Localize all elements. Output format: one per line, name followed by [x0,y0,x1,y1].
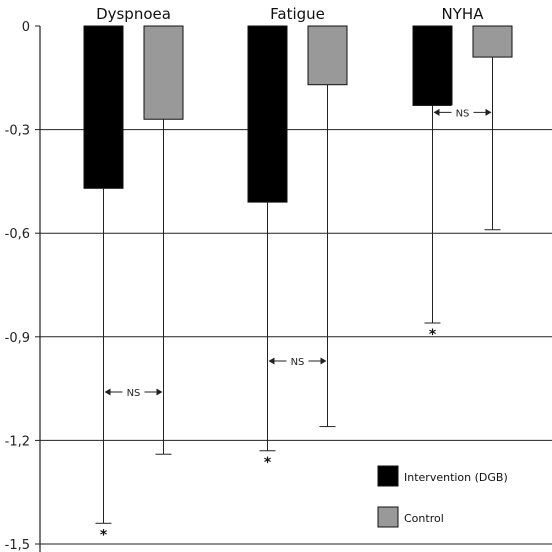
y-tick-label: -0,9 [5,331,30,346]
annotations: * NS * NS * NS [100,105,492,543]
significance-star: * [264,455,272,471]
ns-label-bg [122,385,145,399]
bar-dyspnoea-control [143,25,184,120]
ns-label: NS [291,357,305,368]
bar-fatigue-control [307,25,348,86]
y-tick-label: -0,3 [5,124,30,139]
significance-star: * [429,327,437,343]
category-labels: Dyspnoea Fatigue NYHA [96,5,484,23]
ns-arrowhead-right [320,357,327,365]
ns-arrowhead-right [156,388,163,396]
ns-arrowhead-left [433,108,440,116]
category-label: NYHA [442,5,485,23]
y-axis: 0 -0,3 -0,6 -0,9 -1,2 -1,5 [5,20,41,552]
ns-arrowhead-left [104,388,111,396]
ns-arrowhead-right [485,108,492,116]
bar-fatigue-intervention [247,25,288,203]
legend-label: Intervention (DGB) [404,471,508,484]
legend: Intervention (DGB) Control [377,465,508,528]
bar-dyspnoea-intervention [83,25,124,189]
y-tick-label: -0,6 [5,227,30,242]
y-tick-label: -1,2 [5,434,30,449]
ns-label: NS [127,388,141,399]
y-tick-label: 0 [22,20,30,35]
y-tick-label: -1,5 [5,538,30,552]
error-bars [95,57,501,524]
category-label: Dyspnoea [96,5,171,23]
legend-swatch [377,506,399,528]
category-label: Fatigue [270,5,325,23]
legend-label: Control [404,512,444,525]
ns-arrowhead-left [268,357,275,365]
ns-label: NS [456,108,470,119]
bars [83,25,513,203]
ns-label-bg [286,353,309,367]
grid-lines [40,129,552,545]
ns-label-bg [451,105,474,119]
bar-nyha-control [472,25,513,58]
legend-swatch [377,465,399,487]
bar-nyha-intervention [412,25,453,106]
significance-star: * [100,527,108,543]
